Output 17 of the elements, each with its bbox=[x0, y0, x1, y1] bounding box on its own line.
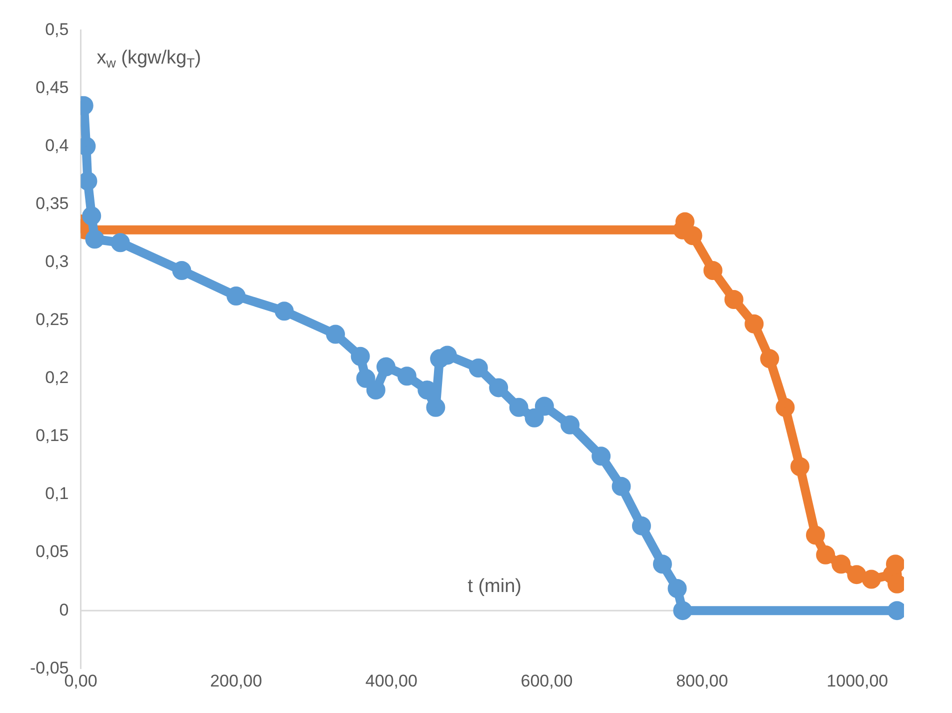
y-tick-label: 0,15 bbox=[36, 426, 69, 446]
y-tick-label: 0,05 bbox=[36, 542, 69, 562]
y-tick-label: 0,25 bbox=[36, 310, 69, 330]
y-tick-label: 0,2 bbox=[45, 368, 69, 388]
x-tick-label: 800,00 bbox=[676, 671, 728, 690]
y-tick-label: 0,45 bbox=[36, 78, 69, 97]
x-tick-label: 200,00 bbox=[210, 671, 262, 690]
y-tick-label: 0,1 bbox=[45, 484, 69, 504]
x-tick-label: 1000,00 bbox=[826, 671, 888, 690]
x-axis-title: t (min) bbox=[468, 576, 522, 597]
x-tick-label: 600,00 bbox=[520, 671, 573, 690]
y-tick-label: 0,5 bbox=[45, 20, 69, 39]
x-tick-label: 400,00 bbox=[365, 671, 418, 690]
y-tick-label: 0 bbox=[59, 600, 69, 620]
y-tick-label: 0,35 bbox=[36, 194, 69, 213]
y-tick-label: 0,3 bbox=[45, 252, 69, 272]
y-tick-label: 0,4 bbox=[45, 136, 69, 155]
